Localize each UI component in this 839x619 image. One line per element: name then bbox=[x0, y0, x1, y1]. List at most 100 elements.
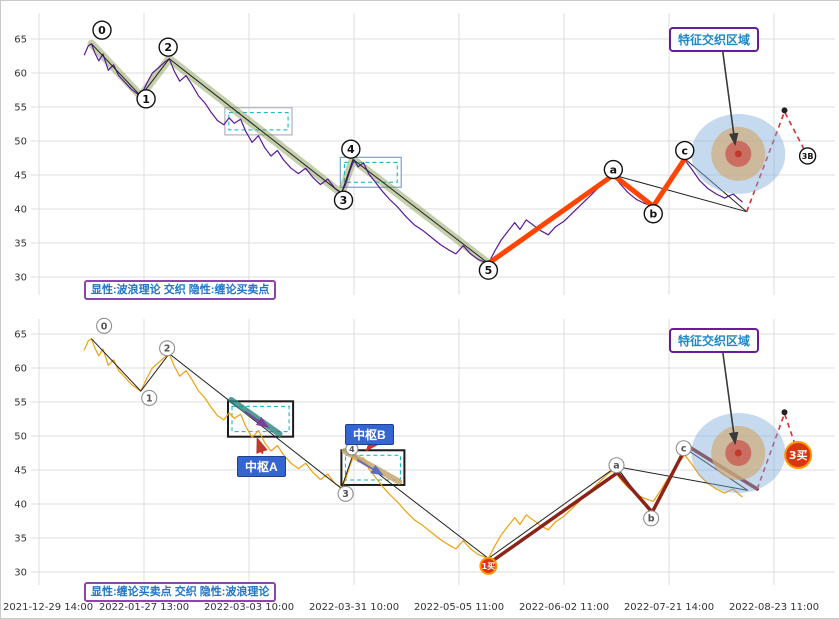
wave-label-0: 0 bbox=[92, 20, 112, 40]
wave-outline-extra bbox=[616, 466, 748, 491]
buy-point-text: 1买 bbox=[482, 562, 496, 571]
y-tick-label: 45 bbox=[14, 171, 27, 182]
wave-label-circle bbox=[337, 485, 354, 502]
pivot-box-inner-dashed bbox=[231, 405, 290, 433]
wave-label-text: c bbox=[681, 144, 688, 157]
wave-label-circle bbox=[333, 190, 354, 210]
wave-label-4: 4 bbox=[345, 442, 359, 456]
wave-label-text: 0 bbox=[98, 24, 106, 37]
y-tick-label: 50 bbox=[14, 432, 27, 443]
wave-label-text: c bbox=[681, 444, 687, 455]
y-tick-label: 35 bbox=[14, 239, 27, 250]
wave-label-3: 3 bbox=[333, 190, 354, 210]
wave-label-a: a bbox=[608, 457, 625, 474]
wave-label-c: c bbox=[675, 440, 692, 457]
wave-label-text: 4 bbox=[349, 445, 355, 454]
wave-label-3: 3 bbox=[337, 485, 354, 502]
wave-label-text: 2 bbox=[164, 344, 171, 355]
buy-point-2: 3买 bbox=[784, 441, 813, 470]
buy-point-circle bbox=[784, 441, 813, 470]
wave-label-circle bbox=[643, 204, 663, 224]
projection-dashed-line bbox=[756, 411, 799, 490]
pivot-label-a: 中枢A bbox=[237, 456, 286, 477]
projection-peak-dot bbox=[781, 409, 788, 416]
wave-label-circle bbox=[159, 340, 176, 357]
y-tick-label: 65 bbox=[14, 35, 27, 46]
wave-label-text: a bbox=[613, 461, 619, 472]
wave-label-circle bbox=[643, 510, 660, 527]
x-tick-label: 2022-08-23 11:00 bbox=[729, 602, 819, 613]
wave-label-text: 4 bbox=[347, 143, 355, 156]
wave-label-text: a bbox=[610, 164, 617, 177]
panel-chan-theory-explicit: 0 1 2 3 4 a b c 1买 3买 bbox=[83, 317, 813, 575]
annotation-arrow bbox=[256, 436, 268, 455]
wave-label-1: 1 bbox=[136, 89, 156, 109]
y-tick-label: 40 bbox=[14, 500, 27, 511]
legend-bottom: 显性:缠论买卖点 交织 隐性:波浪理论 bbox=[84, 582, 277, 602]
wave-outline-extra bbox=[613, 174, 747, 213]
projection-dashed-line bbox=[745, 109, 808, 212]
wave-label-circle bbox=[608, 457, 625, 474]
x-tick-label: 2021-12-29 14:00 bbox=[3, 602, 93, 613]
y-tick-label: 30 bbox=[14, 568, 27, 579]
wave-label-text: 3 bbox=[340, 194, 348, 207]
pivot-box-inner-dashed bbox=[344, 454, 401, 481]
axis-labels: 656055504540353065605550454035302021-12-… bbox=[3, 35, 819, 614]
annotation-arrow bbox=[356, 459, 384, 476]
projection-peak-dot bbox=[781, 107, 788, 114]
wave-label-3B: 3B bbox=[798, 147, 817, 165]
annotation-arrow bbox=[244, 410, 270, 429]
target-center-dot bbox=[734, 150, 742, 158]
annotation-arrow bbox=[365, 435, 381, 452]
wave-label-2: 2 bbox=[158, 37, 178, 57]
x-tick-label: 2022-07-21 14:00 bbox=[624, 602, 714, 613]
wave-label-circle bbox=[158, 37, 178, 57]
wave-label-0: 0 bbox=[96, 317, 113, 334]
buy-point-circle bbox=[479, 556, 498, 575]
y-tick-label: 45 bbox=[14, 466, 27, 477]
x-tick-label: 2022-05-05 11:00 bbox=[414, 602, 504, 613]
legend-top: 显性:波浪理论 交织 隐性:缠论买卖点 bbox=[84, 280, 277, 300]
wave-label-circle bbox=[478, 260, 499, 280]
x-tick-label: 2022-06-02 11:00 bbox=[519, 602, 609, 613]
target-center-dot bbox=[734, 449, 742, 457]
wave-label-c: c bbox=[675, 140, 695, 161]
wave-label-text: 2 bbox=[164, 41, 172, 54]
wave-label-text: b bbox=[648, 514, 655, 525]
wave-label-1: 1 bbox=[141, 389, 158, 406]
y-tick-label: 55 bbox=[14, 103, 27, 114]
buy-point-text: 3买 bbox=[789, 449, 808, 462]
x-tick-label: 2022-03-03 10:00 bbox=[204, 602, 294, 613]
wave-label-circle bbox=[141, 389, 158, 406]
wave-label-b: b bbox=[643, 510, 660, 527]
pivot-label-b: 中枢B bbox=[345, 424, 394, 445]
pivot-box bbox=[227, 400, 295, 438]
pivot-box bbox=[339, 156, 402, 188]
region-label-top: 特征交织区域 bbox=[669, 27, 760, 52]
y-tick-label: 60 bbox=[14, 364, 27, 375]
wave-label-text: 5 bbox=[485, 264, 493, 277]
impulse-line bbox=[485, 156, 688, 266]
panel-elliott-wave-explicit: 0 1 2 3 4 5 a b c 3B bbox=[83, 20, 817, 280]
wave-label-2: 2 bbox=[159, 340, 176, 357]
y-tick-label: 30 bbox=[14, 273, 27, 284]
grid-lines bbox=[31, 13, 835, 585]
wave-label-circle bbox=[675, 140, 695, 161]
y-tick-label: 55 bbox=[14, 398, 27, 409]
wave-label-text: 3B bbox=[802, 152, 814, 161]
y-tick-label: 65 bbox=[14, 330, 27, 341]
pivot-box-inner-dashed bbox=[228, 112, 289, 131]
wave-label-circle bbox=[92, 20, 112, 40]
buy-point-1: 1买 bbox=[479, 556, 498, 575]
y-tick-label: 35 bbox=[14, 534, 27, 545]
price-line bbox=[83, 338, 743, 560]
region-pointer-arrow bbox=[721, 350, 739, 446]
wave-label-circle bbox=[798, 147, 817, 165]
wave-label-text: 1 bbox=[142, 93, 150, 106]
wave-label-text: 0 bbox=[101, 321, 108, 332]
wave-label-4: 4 bbox=[341, 139, 361, 159]
y-tick-label: 60 bbox=[14, 69, 27, 80]
y-tick-label: 40 bbox=[14, 205, 27, 216]
x-tick-label: 2022-03-31 10:00 bbox=[309, 602, 399, 613]
